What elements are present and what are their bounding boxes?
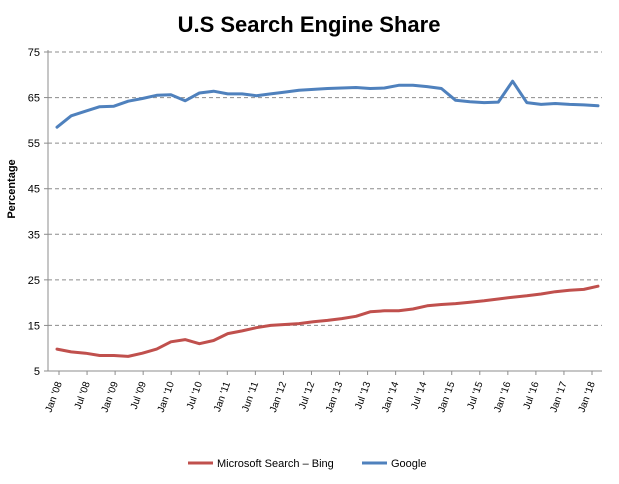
series-line-google — [55, 79, 600, 129]
y-tick-label: 65 — [28, 93, 40, 105]
x-axis-ticks: Jan '08 Jul '08 Jan '09 Jul '09 Jan '10 Jul '… — [44, 371, 598, 414]
x-tick-label: Jul '09 — [129, 380, 149, 411]
gridlines — [48, 51, 602, 326]
x-tick-label: Jan '10 — [156, 380, 177, 414]
series-lines — [55, 79, 600, 358]
x-tick-label: Jun '11 — [240, 380, 261, 413]
y-axis-label: Percentage — [6, 159, 18, 218]
legend-label: Microsoft Search – Bing — [217, 458, 334, 470]
x-tick-label: Jan '09 — [100, 380, 121, 414]
legend: Microsoft Search – Bing Google — [188, 458, 426, 470]
x-tick-label: Jan '12 — [268, 380, 289, 414]
y-tick-label: 35 — [28, 229, 40, 241]
y-axis-ticks: 5 15 25 35 45 55 65 75 — [28, 47, 48, 378]
chart-title: U.S Search Engine Share — [178, 12, 441, 37]
x-tick-label: Jan '15 — [436, 380, 457, 414]
x-tick-label: Jan '08 — [44, 380, 65, 414]
x-tick-label: Jan '11 — [212, 380, 233, 413]
x-tick-label: Jan '17 — [549, 380, 570, 414]
axes — [47, 50, 602, 372]
y-tick-label: 5 — [34, 366, 40, 378]
x-tick-label: Jul '16 — [522, 380, 542, 411]
series-line-microsoft-search-bing — [55, 284, 600, 358]
x-tick-label: Jul '15 — [465, 380, 485, 411]
x-tick-label: Jan '14 — [380, 380, 401, 414]
y-tick-label: 25 — [28, 275, 40, 287]
y-tick-label: 75 — [28, 47, 40, 59]
y-tick-label: 55 — [28, 138, 40, 150]
x-tick-label: Jan '13 — [324, 380, 345, 414]
x-tick-label: Jul '13 — [353, 380, 373, 411]
x-tick-label: Jul '12 — [297, 380, 317, 411]
x-tick-label: Jul '10 — [185, 380, 205, 411]
x-tick-label: Jul '08 — [73, 380, 93, 411]
y-tick-label: 15 — [28, 320, 40, 332]
y-tick-label: 45 — [28, 184, 40, 196]
x-tick-label: Jan '16 — [492, 380, 513, 414]
x-tick-label: Jan '18 — [577, 380, 598, 414]
x-tick-label: Jul '14 — [409, 380, 429, 411]
legend-label: Google — [391, 458, 426, 470]
